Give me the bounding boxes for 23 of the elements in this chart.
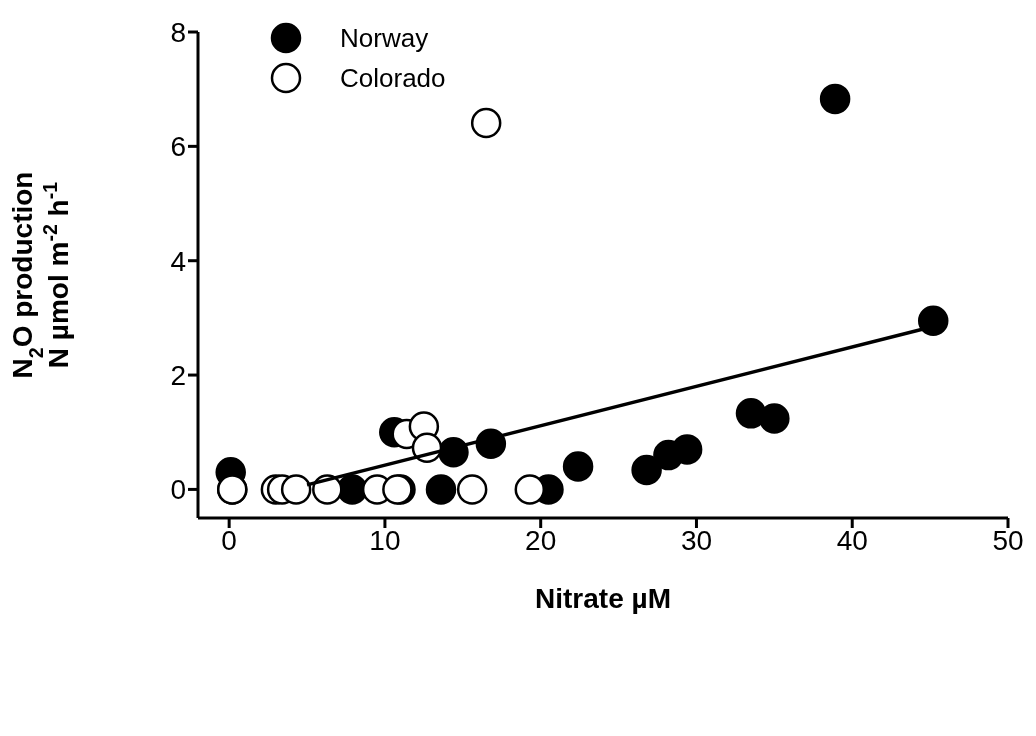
y-tick-label: 6 (170, 131, 186, 163)
point (425, 474, 457, 505)
y-tick-label: 4 (170, 245, 186, 277)
point (671, 434, 703, 465)
x-axis-title: Nitrate µM (535, 583, 671, 614)
y-tick-label: 2 (170, 360, 186, 391)
point (917, 305, 949, 336)
x-tick-label: 50 (992, 524, 1024, 556)
point (562, 451, 594, 482)
legend-label: Norway (340, 22, 429, 54)
point (759, 403, 790, 434)
y-tick-label: 8 (170, 16, 186, 48)
point (280, 474, 312, 505)
x-tick-label: 20 (525, 524, 557, 556)
point (631, 454, 662, 486)
x-tick-label: 0 (221, 524, 237, 556)
point (819, 83, 851, 115)
legend-label: Colorado (340, 62, 446, 94)
x-tick-label: 10 (369, 524, 401, 556)
y-tick-label: 0 (170, 474, 186, 506)
x-tick-label: 40 (836, 524, 868, 556)
x-tick-label: 30 (680, 524, 713, 556)
point (514, 474, 546, 505)
